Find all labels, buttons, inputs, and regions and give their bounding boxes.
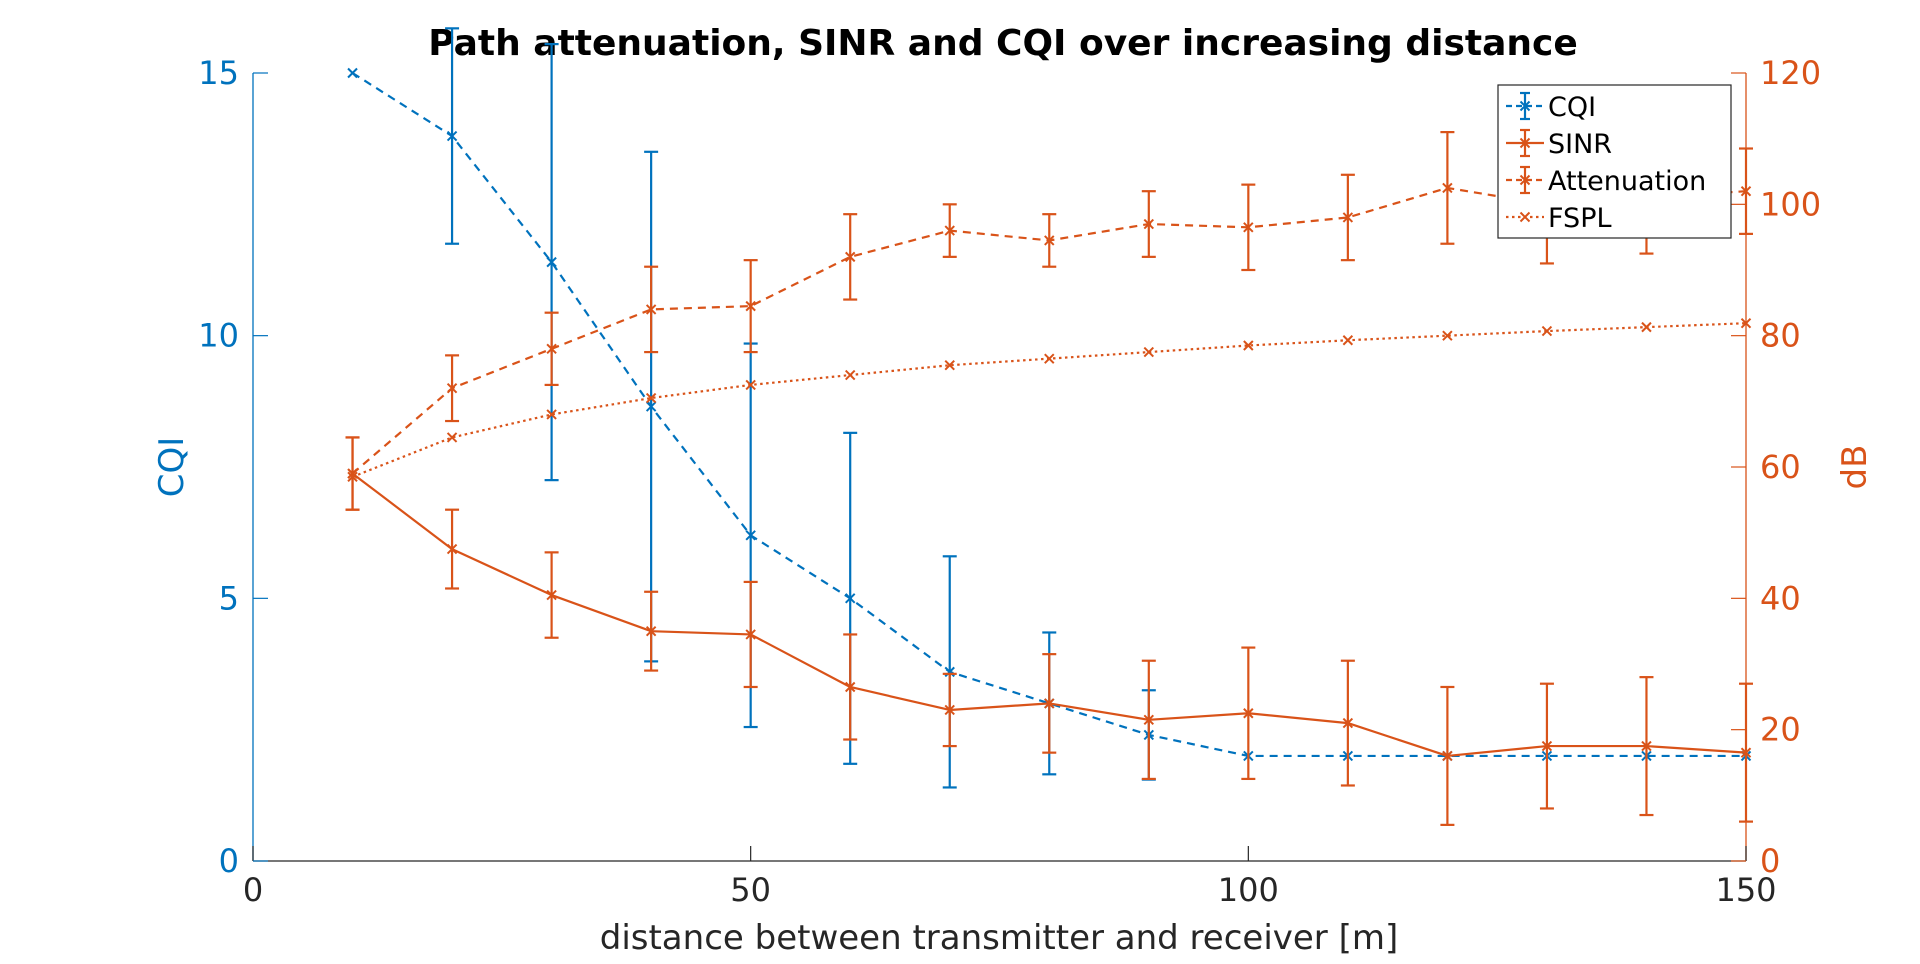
data-point-sinr <box>944 704 955 716</box>
x-tick-label: 150 <box>1715 871 1776 909</box>
data-point-sinr <box>1740 747 1752 758</box>
data-point-fspl <box>1541 325 1553 337</box>
y-right-axis-label: dB <box>1835 445 1875 490</box>
x-tick-label: 50 <box>730 871 771 909</box>
y-left-tick-label: 10 <box>198 317 239 355</box>
data-point-attenuation <box>1243 222 1254 233</box>
y-left-ticks: 0 5 10 15 <box>198 54 268 880</box>
data-point-cqi <box>745 530 756 541</box>
chart-title: Path attenuation, SINR and CQI over incr… <box>428 23 1578 64</box>
legend-item-cqi: CQI <box>1506 91 1596 123</box>
data-point-sinr <box>546 589 557 601</box>
legend-item-attenuation: Attenuation <box>1506 165 1706 197</box>
data-point-attenuation <box>446 382 458 394</box>
series-attenuation <box>345 131 1753 511</box>
data-point-sinr <box>446 543 458 555</box>
data-point-fspl <box>745 379 756 391</box>
data-point-cqi <box>645 401 657 412</box>
data-point-cqi <box>1519 100 1531 112</box>
data-point-attenuation <box>645 304 657 315</box>
x-axis-label: distance between transmitter and receive… <box>600 918 1399 958</box>
data-point-sinr <box>1442 750 1453 762</box>
y-left-tick-label: 5 <box>219 579 239 617</box>
data-point-sinr <box>844 681 856 693</box>
series-sinr <box>345 436 1753 826</box>
y-left-tick-label: 15 <box>198 54 239 92</box>
data-point-cqi <box>546 256 557 268</box>
data-point-fspl <box>1442 330 1453 341</box>
data-point-fspl <box>944 360 955 371</box>
data-point-sinr <box>1519 137 1531 149</box>
data-point-sinr <box>1044 698 1055 709</box>
legend: CQI SINR Attenuation FSPL <box>1497 84 1732 239</box>
y-right-tick-label: 120 <box>1760 54 1821 92</box>
legend-label: Attenuation <box>1548 166 1706 197</box>
data-point-fspl <box>1342 335 1354 346</box>
y-left-axis-label: CQI <box>152 437 192 498</box>
data-point-attenuation <box>745 300 756 312</box>
data-point-fspl <box>1243 340 1254 351</box>
data-point-fspl <box>446 432 458 443</box>
data-point-fspl <box>844 369 856 381</box>
series-fspl <box>347 317 1752 483</box>
data-point-attenuation <box>1442 182 1453 194</box>
data-point-fspl <box>347 471 358 483</box>
data-point-sinr <box>1243 708 1254 719</box>
data-point-attenuation <box>546 343 557 355</box>
data-point-sinr <box>1641 740 1652 752</box>
data-point-fspl <box>645 392 657 404</box>
data-point-attenuation <box>1740 185 1752 197</box>
legend-box <box>1497 84 1732 239</box>
y-right-tick-label: 20 <box>1760 711 1801 749</box>
data-point-fspl <box>1044 353 1055 364</box>
data-point-attenuation <box>944 225 955 236</box>
y-right-tick-label: 80 <box>1760 317 1801 355</box>
data-point-sinr <box>645 625 657 637</box>
data-point-attenuation <box>1342 212 1354 223</box>
data-point-sinr <box>1541 740 1553 752</box>
legend-label: FSPL <box>1548 203 1612 234</box>
data-point-sinr <box>745 629 756 640</box>
data-point-attenuation <box>844 251 856 263</box>
data-point-attenuation <box>1044 235 1055 246</box>
y-right-tick-label: 0 <box>1760 842 1780 880</box>
data-point-fspl <box>1143 346 1155 358</box>
legend-label: SINR <box>1548 129 1612 160</box>
x-tick-label: 100 <box>1218 871 1279 909</box>
data-point-fspl <box>546 409 557 420</box>
series-cqi <box>347 27 1752 789</box>
data-point-cqi <box>844 593 856 604</box>
data-point-attenuation <box>1143 218 1155 230</box>
y-right-tick-label: 60 <box>1760 448 1801 486</box>
data-point-sinr <box>1342 717 1354 729</box>
data-point-cqi <box>347 67 358 79</box>
legend-item-sinr: SINR <box>1506 128 1612 160</box>
y-right-ticks: 0 20 40 60 80 100 120 <box>1731 54 1821 880</box>
series-line-cqi <box>351 72 1746 758</box>
data-point-fspl <box>1740 317 1752 329</box>
x-tick-label: 0 <box>243 871 263 909</box>
data-point-attenuation <box>1519 174 1531 186</box>
x-ticks: 0 50 100 150 <box>243 846 1777 909</box>
y-left-tick-label: 0 <box>219 842 239 880</box>
y-right-tick-label: 40 <box>1760 579 1801 617</box>
y-right-tick-label: 100 <box>1760 185 1821 223</box>
data-point-cqi <box>446 130 458 142</box>
plot-area <box>345 27 1753 826</box>
data-point-attenuation <box>347 468 358 479</box>
data-point-fspl <box>1641 321 1652 333</box>
data-point-sinr <box>1143 714 1155 726</box>
legend-label: CQI <box>1548 92 1596 123</box>
legend-item-fspl: FSPL <box>1506 203 1612 234</box>
data-point-fspl <box>1519 211 1531 223</box>
